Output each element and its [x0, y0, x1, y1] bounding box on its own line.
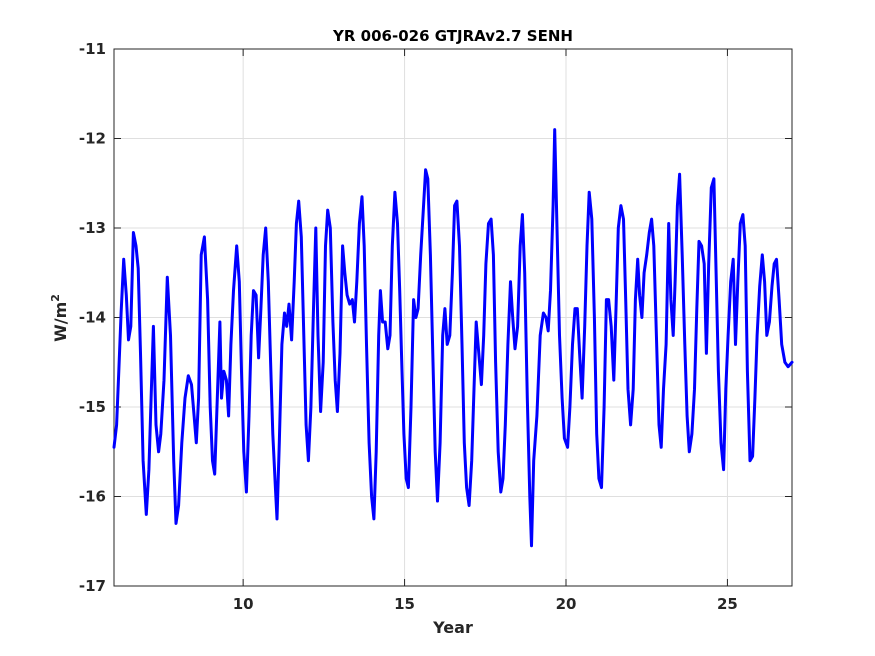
y-tick-label: -11 — [79, 40, 106, 58]
y-tick-label: -13 — [79, 219, 106, 237]
y-axis-label-exponent: 2 — [49, 294, 62, 302]
y-tick-label: -16 — [79, 488, 106, 506]
x-tick-label: 25 — [717, 595, 738, 613]
x-tick-label: 10 — [233, 595, 254, 613]
series-line — [112, 128, 794, 548]
y-tick-label: -17 — [79, 577, 106, 595]
grid-lines — [114, 48, 792, 587]
y-tick-label: -15 — [79, 398, 106, 416]
y-axis-label-base: W/m — [51, 302, 70, 342]
x-tick-label: 20 — [556, 595, 577, 613]
y-axis-label: W/m2 — [49, 294, 70, 342]
y-tick-label: -14 — [79, 309, 106, 327]
y-tick-label: -12 — [79, 130, 106, 148]
chart-title: YR 006-026 GTJRAv2.7 SENH — [332, 27, 573, 45]
x-tick-label: 15 — [394, 595, 415, 613]
x-axis-label: Year — [432, 618, 473, 637]
axis-ticks: 10 15 20 25 -17 -16 -15 -14 -13 -12 -11 — [79, 40, 792, 613]
series-group — [112, 128, 794, 548]
